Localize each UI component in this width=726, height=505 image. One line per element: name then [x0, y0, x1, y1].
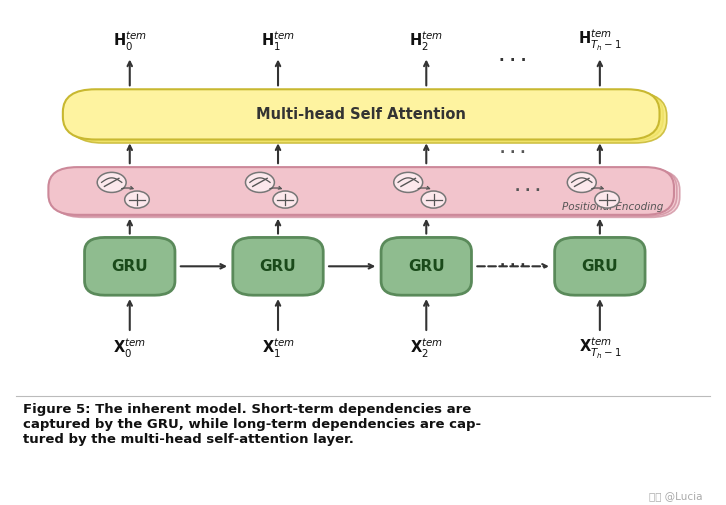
Circle shape: [273, 191, 298, 208]
FancyBboxPatch shape: [84, 237, 175, 295]
FancyBboxPatch shape: [52, 168, 677, 216]
Text: · · ·: · · ·: [500, 259, 526, 273]
Text: $\mathbf{H}_1^{tem}$: $\mathbf{H}_1^{tem}$: [261, 30, 295, 53]
FancyBboxPatch shape: [233, 237, 323, 295]
Text: GRU: GRU: [112, 259, 148, 274]
FancyBboxPatch shape: [381, 237, 471, 295]
Text: GRU: GRU: [582, 259, 618, 274]
Text: $\mathbf{H}_0^{tem}$: $\mathbf{H}_0^{tem}$: [113, 30, 147, 53]
FancyBboxPatch shape: [555, 237, 645, 295]
FancyBboxPatch shape: [63, 89, 659, 139]
FancyBboxPatch shape: [54, 170, 680, 217]
FancyBboxPatch shape: [67, 91, 663, 141]
Circle shape: [421, 191, 446, 208]
Text: $\mathbf{X}_{T_h-1}^{tem}$: $\mathbf{X}_{T_h-1}^{tem}$: [579, 336, 621, 362]
Text: $\mathbf{H}_2^{tem}$: $\mathbf{H}_2^{tem}$: [409, 30, 444, 53]
Text: Positional Encoding: Positional Encoding: [562, 202, 663, 212]
Circle shape: [393, 172, 423, 192]
Circle shape: [125, 191, 150, 208]
FancyBboxPatch shape: [70, 93, 666, 143]
Text: $\mathbf{X}_2^{tem}$: $\mathbf{X}_2^{tem}$: [409, 336, 443, 360]
Text: · · ·: · · ·: [499, 53, 527, 68]
Text: $\mathbf{H}_{T_h-1}^{tem}$: $\mathbf{H}_{T_h-1}^{tem}$: [578, 28, 621, 53]
FancyBboxPatch shape: [49, 167, 674, 215]
Text: · · ·: · · ·: [500, 146, 526, 160]
Circle shape: [97, 172, 126, 192]
Text: Multi-head Self Attention: Multi-head Self Attention: [256, 107, 466, 122]
Text: GRU: GRU: [260, 259, 296, 274]
Text: GRU: GRU: [408, 259, 444, 274]
Circle shape: [567, 172, 596, 192]
Text: Figure 5: The inherent model. Short-term dependencies are
captured by the GRU, w: Figure 5: The inherent model. Short-term…: [23, 403, 481, 446]
Text: $\mathbf{X}_1^{tem}$: $\mathbf{X}_1^{tem}$: [261, 336, 295, 360]
Circle shape: [595, 191, 619, 208]
Text: · · ·: · · ·: [515, 184, 540, 198]
Text: $\mathbf{X}_0^{tem}$: $\mathbf{X}_0^{tem}$: [113, 336, 146, 360]
Text: 知乎 @Lucia: 知乎 @Lucia: [650, 491, 703, 501]
Circle shape: [245, 172, 274, 192]
